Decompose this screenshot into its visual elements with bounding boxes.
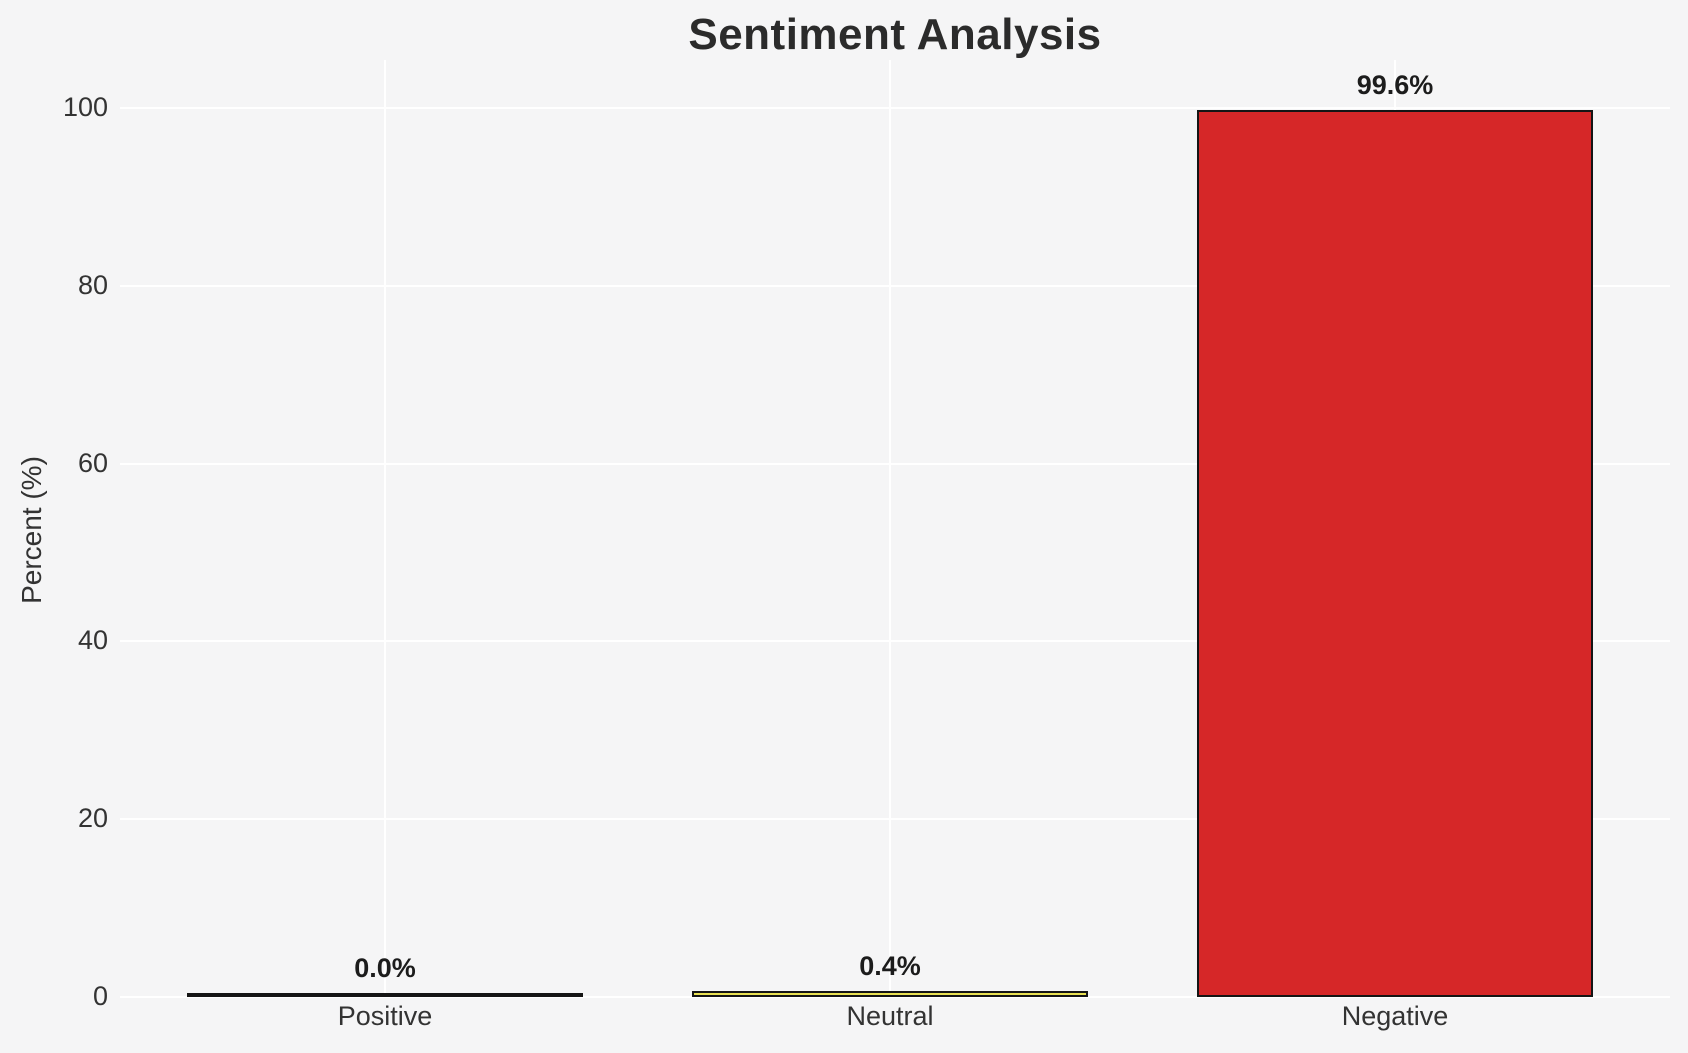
plot-area	[120, 60, 1670, 998]
gridline-y-100	[120, 107, 1670, 109]
y-tick-label-100: 100	[62, 92, 108, 122]
y-tick-label-0: 0	[92, 981, 108, 1011]
x-tick-label-neutral: Neutral	[846, 1001, 934, 1031]
gridline-y-0	[120, 996, 1670, 998]
bar-positive	[187, 993, 583, 997]
gridline-y-60	[120, 462, 1670, 465]
gridline-y-80	[120, 284, 1670, 287]
gridline-x-positive	[384, 60, 386, 997]
bar-negative	[1197, 110, 1593, 997]
gridline-x-neutral	[889, 60, 891, 997]
x-tick-label-positive: Positive	[337, 1001, 433, 1031]
x-tick-label-negative: Negative	[1341, 1001, 1449, 1031]
y-tick-label-60: 60	[77, 447, 108, 478]
bar-value-label-negative: 99.6%	[1356, 70, 1434, 100]
bar-neutral	[692, 991, 1088, 997]
y-tick-label-80: 80	[77, 269, 108, 300]
y-tick-label-20: 20	[77, 803, 108, 834]
chart-title: Sentiment Analysis	[688, 10, 1102, 59]
y-tick-label-40: 40	[77, 625, 108, 656]
gridline-y-20	[120, 818, 1670, 821]
y-axis-label: Percent (%)	[16, 456, 47, 604]
gridline-y-40	[120, 640, 1670, 643]
bar-value-label-positive: 0.0%	[354, 953, 416, 983]
bar-value-label-neutral: 0.4%	[859, 951, 921, 981]
